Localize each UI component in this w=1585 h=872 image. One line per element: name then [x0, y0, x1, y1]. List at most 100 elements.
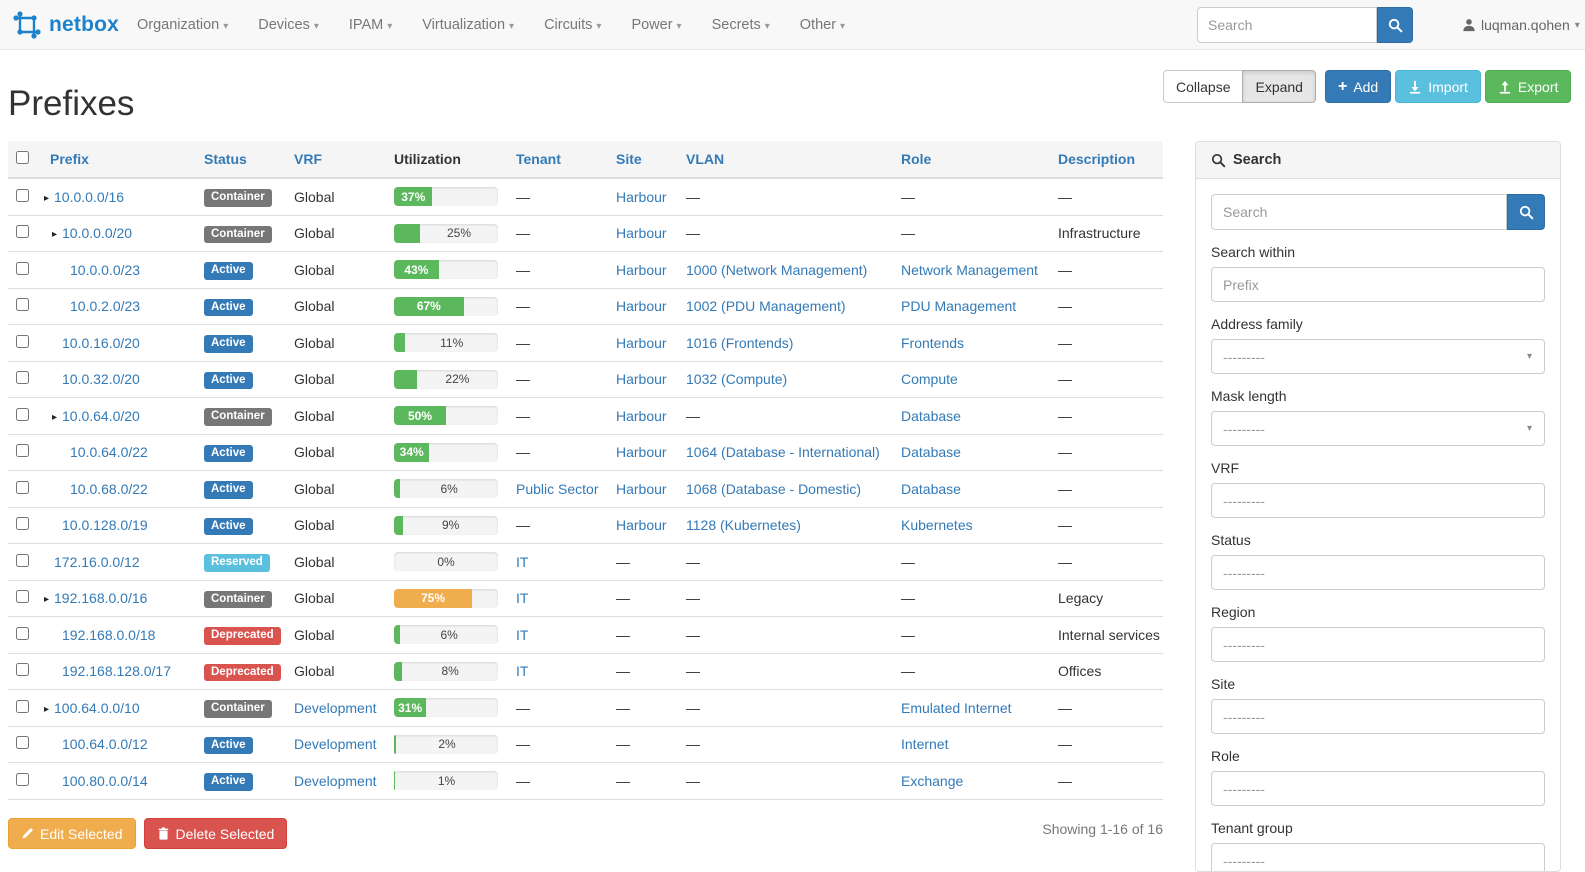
export-button[interactable]: Export [1484, 70, 1572, 103]
vlan-link[interactable]: 1032 (Compute) [686, 371, 788, 388]
site-link[interactable]: Harbour [616, 444, 667, 461]
prefix-link[interactable]: 10.0.0.0/23 [70, 261, 141, 278]
site-link[interactable]: Harbour [616, 298, 667, 315]
column-header-role[interactable]: Role [893, 141, 1050, 179]
filter-input-search-within[interactable] [1223, 276, 1533, 293]
filter-select-address-family[interactable]: --------- ▾ [1211, 339, 1545, 374]
role-link[interactable]: Emulated Internet [901, 699, 1012, 716]
netbox-brand[interactable]: netbox [12, 0, 119, 50]
nav-item-other[interactable]: Other ▾ [799, 17, 846, 33]
role-link[interactable]: Internet [901, 736, 949, 753]
prefix-link[interactable]: 10.0.0.0/20 [62, 225, 133, 242]
role-link[interactable]: Database [901, 407, 961, 424]
filter-multiselect-tenant-group[interactable]: --------- [1211, 843, 1545, 871]
tenant-link[interactable]: IT [516, 590, 529, 607]
navbar-search-input[interactable] [1197, 7, 1377, 43]
expand-caret-icon[interactable]: ▸ [44, 594, 50, 606]
site-link[interactable]: Harbour [616, 407, 667, 424]
site-link[interactable]: Harbour [616, 480, 667, 497]
row-checkbox[interactable] [16, 772, 29, 786]
column-header-site[interactable]: Site [608, 141, 678, 179]
filter-search-button[interactable] [1507, 194, 1545, 230]
edit-selected-button[interactable]: Edit Selected [8, 818, 136, 849]
row-checkbox[interactable] [16, 517, 29, 531]
filter-multiselect-region[interactable]: --------- [1211, 627, 1545, 662]
prefix-link[interactable]: 10.0.128.0/19 [62, 517, 148, 534]
role-link[interactable]: Database [901, 480, 961, 497]
prefix-link[interactable]: 192.168.0.0/16 [54, 590, 148, 607]
row-checkbox[interactable] [16, 699, 29, 713]
vlan-link[interactable]: 1000 (Network Management) [686, 261, 868, 278]
prefix-link[interactable]: 10.0.2.0/23 [70, 298, 141, 315]
vrf-link[interactable]: Development [294, 699, 377, 716]
row-checkbox[interactable] [16, 334, 29, 348]
row-checkbox[interactable] [16, 261, 29, 275]
row-checkbox[interactable] [16, 736, 29, 750]
filter-multiselect-site[interactable]: --------- [1211, 699, 1545, 734]
filter-multiselect-vrf[interactable]: --------- [1211, 483, 1545, 518]
prefix-link[interactable]: 10.0.16.0/20 [62, 334, 140, 351]
prefix-link[interactable]: 10.0.32.0/20 [62, 371, 140, 388]
navbar-search-button[interactable] [1377, 7, 1413, 43]
row-checkbox[interactable] [16, 553, 29, 567]
filter-select-mask-length[interactable]: --------- ▾ [1211, 411, 1545, 446]
row-checkbox[interactable] [16, 480, 29, 494]
expand-caret-icon[interactable]: ▸ [44, 703, 50, 715]
filter-search-input[interactable] [1211, 194, 1507, 230]
prefix-link[interactable]: 100.80.0.0/14 [62, 772, 148, 789]
row-checkbox[interactable] [16, 298, 29, 312]
prefix-link[interactable]: 10.0.64.0/20 [62, 407, 140, 424]
vlan-link[interactable]: 1002 (PDU Management) [686, 298, 846, 315]
vrf-link[interactable]: Development [294, 772, 377, 789]
role-link[interactable]: Kubernetes [901, 517, 973, 534]
row-checkbox[interactable] [16, 590, 29, 604]
row-checkbox[interactable] [16, 444, 29, 458]
site-link[interactable]: Harbour [616, 517, 667, 534]
vlan-link[interactable]: 1128 (Kubernetes) [686, 517, 801, 534]
expand-button[interactable]: Expand [1242, 70, 1316, 103]
column-header-status[interactable]: Status [196, 141, 286, 179]
role-link[interactable]: PDU Management [901, 298, 1017, 315]
vlan-link[interactable]: 1064 (Database - International) [686, 444, 880, 461]
row-checkbox[interactable] [16, 407, 29, 421]
expand-caret-icon[interactable]: ▸ [52, 411, 58, 423]
collapse-button[interactable]: Collapse [1163, 70, 1244, 103]
column-header-description[interactable]: Description [1050, 141, 1163, 179]
prefix-link[interactable]: 10.0.64.0/22 [70, 444, 148, 461]
column-header-vrf[interactable]: VRF [286, 141, 386, 179]
row-checkbox[interactable] [16, 626, 29, 640]
site-link[interactable]: Harbour [616, 371, 667, 388]
prefix-link[interactable]: 192.168.0.0/18 [62, 626, 156, 643]
nav-item-power[interactable]: Power ▾ [631, 17, 682, 33]
delete-selected-button[interactable]: Delete Selected [143, 818, 288, 849]
nav-item-organization[interactable]: Organization ▾ [137, 17, 229, 33]
row-checkbox[interactable] [16, 371, 29, 385]
prefix-link[interactable]: 10.0.68.0/22 [70, 480, 148, 497]
role-link[interactable]: Database [901, 444, 961, 461]
role-link[interactable]: Frontends [901, 334, 965, 351]
add-button[interactable]: + Add [1324, 70, 1392, 103]
row-checkbox[interactable] [16, 663, 29, 677]
nav-item-ipam[interactable]: IPAM ▾ [348, 17, 393, 33]
prefix-link[interactable]: 192.168.128.0/17 [62, 663, 171, 680]
nav-item-virtualization[interactable]: Virtualization ▾ [422, 17, 515, 33]
column-header-prefix[interactable]: Prefix [42, 141, 196, 179]
column-header-vlan[interactable]: VLAN [678, 141, 893, 179]
vlan-link[interactable]: 1016 (Frontends) [686, 334, 794, 351]
tenant-link[interactable]: Public Sector [516, 480, 599, 497]
role-link[interactable]: Network Management [901, 261, 1038, 278]
row-checkbox[interactable] [16, 188, 29, 202]
tenant-link[interactable]: IT [516, 663, 529, 680]
filter-multiselect-status[interactable]: --------- [1211, 555, 1545, 590]
tenant-link[interactable]: IT [516, 626, 529, 643]
role-link[interactable]: Compute [901, 371, 958, 388]
filter-multiselect-role[interactable]: --------- [1211, 771, 1545, 806]
vrf-link[interactable]: Development [294, 736, 377, 753]
import-button[interactable]: Import [1395, 70, 1481, 103]
site-link[interactable]: Harbour [616, 334, 667, 351]
prefix-link[interactable]: 172.16.0.0/12 [54, 553, 140, 570]
nav-item-devices[interactable]: Devices ▾ [258, 17, 319, 33]
expand-caret-icon[interactable]: ▸ [52, 229, 58, 241]
nav-item-secrets[interactable]: Secrets ▾ [711, 17, 770, 33]
prefix-link[interactable]: 100.64.0.0/12 [62, 736, 148, 753]
